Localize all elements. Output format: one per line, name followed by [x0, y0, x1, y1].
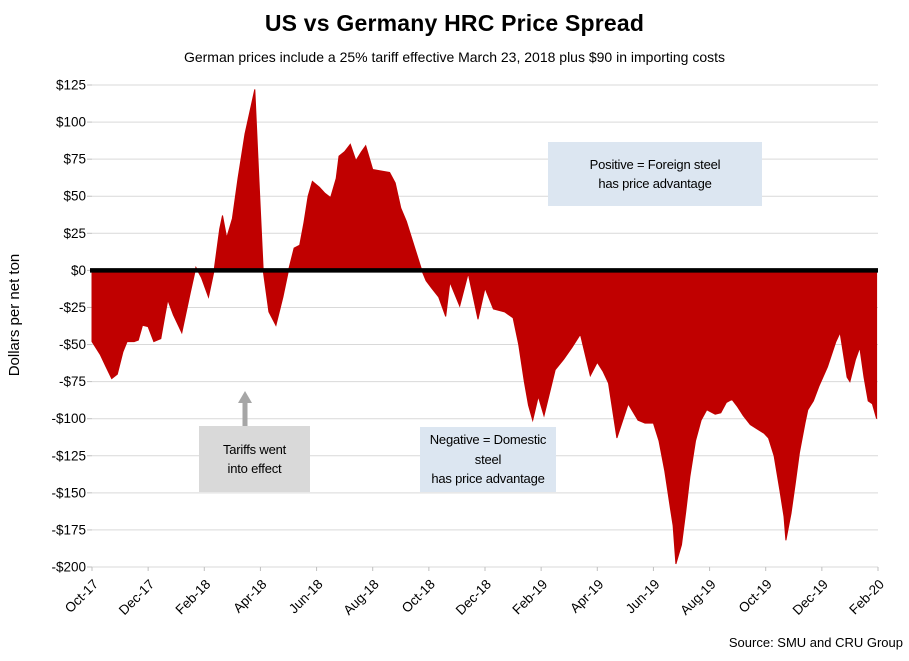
y-tick-label: -$50 — [59, 337, 86, 352]
x-axis-label: Apr-19 — [567, 577, 606, 616]
x-axis-label: Feb-20 — [846, 577, 887, 618]
y-tick-label: $75 — [63, 152, 86, 167]
y-tick-label: -$175 — [51, 522, 86, 537]
x-axis-label: Aug-18 — [340, 577, 381, 618]
y-tick-label: -$125 — [51, 448, 86, 463]
x-axis-label: Jun-19 — [623, 577, 663, 617]
y-axis-title: Dollars per net ton — [6, 253, 23, 377]
y-tick-label: $125 — [56, 78, 86, 93]
negative-annotation: Negative = Domestic steel has price adva… — [420, 427, 556, 492]
x-axis-label: Apr-18 — [230, 577, 269, 616]
x-axis-label: Dec-18 — [453, 577, 494, 618]
x-axis-label: Dec-17 — [116, 577, 157, 618]
y-tick-label: $100 — [56, 115, 86, 130]
y-tick-label: -$25 — [59, 300, 86, 315]
tariff-annotation: Tariffs went into effect — [199, 426, 310, 492]
y-tick-label: -$75 — [59, 374, 86, 389]
source-note: Source: SMU and CRU Group — [728, 635, 903, 650]
y-tick-label: $0 — [71, 263, 86, 278]
page-subtitle: German prices include a 25% tariff effec… — [183, 49, 726, 65]
y-tick-label: -$150 — [51, 485, 86, 500]
y-tick-label: $25 — [63, 226, 86, 241]
x-axis-label: Aug-19 — [677, 577, 718, 618]
positive-annotation: Positive = Foreign steel has price advan… — [548, 142, 762, 206]
y-tick-label: $50 — [63, 189, 86, 204]
area-series — [91, 89, 878, 565]
up-arrow-icon — [238, 391, 253, 403]
x-axis-label: Jun-18 — [286, 577, 326, 617]
x-axis-label: Feb-18 — [173, 577, 214, 618]
x-axis-label: Oct-17 — [62, 577, 101, 616]
page-title: US vs Germany HRC Price Spread — [264, 10, 645, 36]
x-axis-label: Feb-19 — [509, 577, 550, 618]
x-axis-label: Dec-19 — [790, 577, 831, 618]
y-tick-label: -$100 — [51, 411, 86, 426]
x-axis-label: Oct-19 — [736, 577, 775, 616]
x-axis-label: Oct-18 — [399, 577, 438, 616]
y-tick-label: -$200 — [51, 560, 86, 575]
